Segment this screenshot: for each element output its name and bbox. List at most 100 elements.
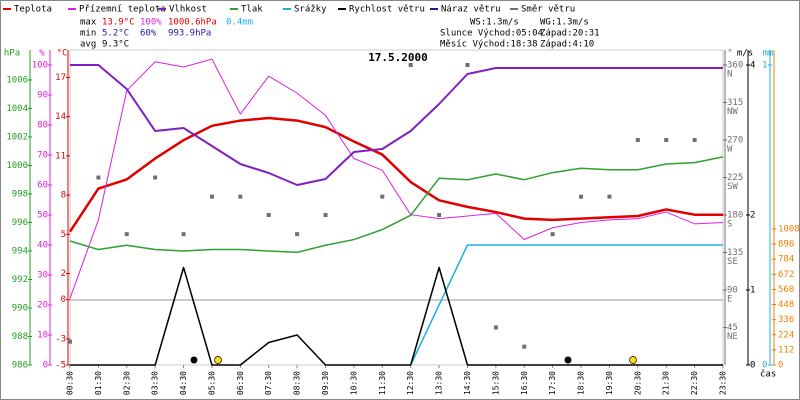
y-tick-label: 45: [727, 323, 738, 333]
y-tick-label: 40: [37, 241, 48, 251]
axis-title: %: [39, 49, 45, 59]
direction-point: [295, 232, 300, 237]
compass-label: W: [727, 145, 733, 155]
direction-point: [153, 175, 158, 180]
y-tick-label: 0: [778, 361, 783, 371]
info-text: WS:1.3m/s: [470, 18, 519, 28]
direction-point: [607, 194, 612, 199]
x-tick-label: 18:30: [577, 371, 586, 395]
y-tick-label: 994: [12, 246, 28, 256]
axis-title: °C: [57, 49, 68, 59]
info-text: Slunce Východ:05:04: [440, 29, 543, 39]
axis-title: m/s: [737, 49, 753, 59]
y-tick-label: 225: [727, 173, 743, 183]
legend-label: Přízemní teplota: [79, 5, 166, 15]
x-tick-label: 16:30: [520, 371, 529, 395]
y-tick-label: 986: [12, 361, 28, 371]
series-line: [70, 64, 723, 186]
y-tick-label: 100: [32, 61, 48, 71]
y-tick-label: 1: [762, 61, 767, 71]
y-tick-label: 315: [727, 98, 743, 108]
legend-label: Směr větru: [521, 5, 575, 15]
x-tick-label: 02:30: [122, 371, 131, 395]
legend-label: Tlak: [241, 5, 263, 15]
legend-label: Náraz větru: [441, 5, 501, 15]
stat-value: 9.3°C: [102, 40, 129, 50]
y-tick-label: 60: [37, 181, 48, 191]
y-tick-label: 17: [55, 73, 66, 83]
x-tick-label: 19:30: [605, 371, 614, 395]
y-tick-label: 996: [12, 218, 28, 228]
y-tick-label: 672: [778, 270, 794, 280]
x-tick-label: 05:30: [207, 371, 216, 395]
axis-title: hPa: [4, 49, 20, 59]
info-text: Západ:20:31: [540, 29, 600, 39]
x-tick-label: 11:30: [378, 371, 387, 395]
y-tick-label: -3: [55, 334, 66, 344]
series-line: [68, 116, 723, 233]
y-tick-label: 50: [37, 211, 48, 221]
y-tick-label: 360: [727, 61, 743, 71]
legend-label: Vlhkost: [169, 5, 207, 15]
y-tick-label: 30: [37, 271, 48, 281]
compass-label: SW: [727, 182, 738, 192]
y-tick-label: 2: [61, 269, 66, 279]
y-tick-label: 5: [61, 230, 66, 240]
direction-point: [408, 63, 413, 67]
stat-value: 0.4mm: [226, 18, 253, 28]
y-tick-label: 70: [37, 151, 48, 161]
y-tick-label: 90: [727, 286, 738, 296]
direction-point: [465, 63, 470, 67]
x-tick-label: 23:30: [719, 371, 728, 395]
y-tick-label: 1004: [6, 104, 28, 114]
x-tick-label: 12:30: [406, 371, 415, 395]
y-tick-label: 998: [12, 189, 28, 199]
direction-point: [124, 232, 129, 237]
x-tick-label: 15:30: [491, 371, 500, 395]
stat-value: 5.2°C: [102, 29, 129, 39]
y-tick-label: 90: [37, 91, 48, 101]
direction-point: [209, 194, 214, 199]
direction-point: [68, 339, 72, 344]
direction-point: [579, 194, 584, 199]
y-tick-label: 270: [727, 136, 743, 146]
direction-point: [238, 194, 243, 199]
x-tick-label: 00:30: [66, 371, 75, 395]
compass-label: S: [727, 220, 732, 230]
y-tick-label: 0: [762, 361, 767, 371]
direction-point: [96, 175, 101, 180]
stat-value: 993.9hPa: [168, 29, 211, 39]
x-tick-label: 13:30: [435, 371, 444, 395]
x-tick-label: 06:30: [236, 371, 245, 395]
y-tick-label: 0: [750, 361, 755, 371]
direction-point: [522, 344, 527, 349]
y-tick-label: 4: [750, 61, 755, 71]
stat-label: min: [80, 29, 96, 39]
direction-point: [437, 213, 442, 217]
stat-value: 13.9°C: [102, 18, 135, 28]
x-tick-label: 08:30: [293, 371, 302, 395]
x-tick-label: 01:30: [94, 371, 103, 395]
stat-value: 60%: [140, 29, 157, 39]
y-tick-label: 135: [727, 248, 743, 258]
y-tick-label: 336: [778, 315, 794, 325]
stat-label: avg: [80, 40, 96, 50]
icon: [629, 356, 637, 364]
x-tick-label: 17:30: [548, 371, 557, 395]
y-tick-label: 180: [727, 211, 743, 221]
y-tick-label: 896: [778, 240, 794, 250]
y-tick-label: 80: [37, 121, 48, 131]
y-tick-label: 20: [37, 301, 48, 311]
y-tick-label: 988: [12, 332, 28, 342]
compass-label: NE: [727, 332, 738, 342]
y-tick-label: 0: [61, 295, 66, 305]
x-tick-label: 22:30: [690, 371, 699, 395]
chart-title: 17.5.2000: [368, 51, 428, 64]
direction-point: [664, 138, 669, 142]
series-line: [410, 244, 723, 366]
y-tick-label: 224: [778, 330, 794, 340]
direction-point: [550, 232, 555, 237]
direction-point: [181, 232, 186, 237]
direction-point: [380, 194, 385, 199]
y-tick-label: 10: [37, 331, 48, 341]
